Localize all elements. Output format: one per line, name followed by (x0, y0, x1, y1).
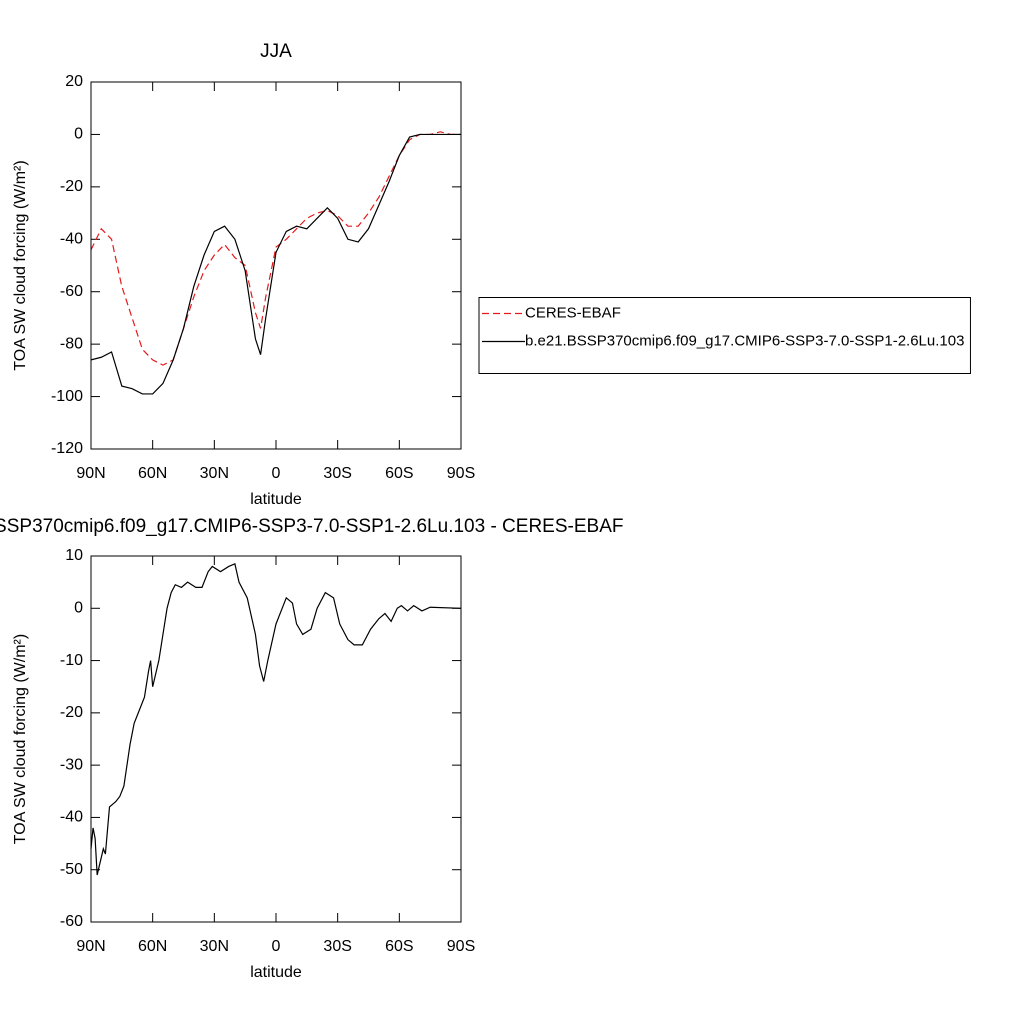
x-axis-label: latitude (250, 964, 302, 981)
y-tick-label: -60 (60, 283, 83, 300)
y-tick-label: -80 (60, 335, 83, 352)
x-tick-label: 60S (385, 465, 413, 482)
y-tick-label: 20 (65, 73, 83, 90)
x-tick-label: 0 (272, 938, 281, 955)
y-tick-label: -100 (51, 388, 83, 405)
y-axis-label: TOA SW cloud forcing (W/m²) (12, 634, 29, 844)
legend: CERES-EBAF b.e21.BSSP370cmip6.f09_g17.CMI… (478, 297, 971, 374)
y-tick-label: 10 (65, 547, 83, 564)
x-tick-label: 30S (323, 465, 351, 482)
plot: b.e21.BSSP370cmip6.f09_g17.CMIP6-SSP3-7.… (0, 516, 623, 981)
y-tick-label: 0 (74, 600, 83, 617)
y-tick-label: -120 (51, 440, 83, 457)
y-tick-label: 0 (74, 126, 83, 143)
legend-label: b.e21.BSSP370cmip6.f09_g17.CMIP6-SSP3-7.… (525, 332, 964, 349)
x-tick-label: 30N (200, 465, 229, 482)
plot: JJA latitude TOA SW cloud forcing (W/m²) -1… (12, 41, 971, 508)
y-tick-label: -10 (60, 652, 83, 669)
x-tick-label: 60N (138, 465, 167, 482)
chart-title: JJA (260, 41, 292, 62)
legend-box (478, 297, 971, 374)
plot-frame (90, 555, 462, 923)
chart-title: b.e21.BSSP370cmip6.f09_g17.CMIP6-SSP3-7.… (0, 516, 623, 537)
legend-label: CERES-EBAF (525, 304, 621, 321)
y-axis-label: TOA SW cloud forcing (W/m²) (12, 160, 29, 370)
x-tick-label: 30N (200, 938, 229, 955)
data-line (90, 133, 461, 395)
data-line (90, 131, 461, 366)
x-tick-label: 90N (76, 465, 105, 482)
x-tick-label: 30S (323, 938, 351, 955)
x-tick-label: 90N (76, 938, 105, 955)
plot-frame (90, 81, 462, 450)
y-tick-label: -20 (60, 178, 83, 195)
y-tick-label: -40 (60, 809, 83, 826)
y-tick-label: -30 (60, 756, 83, 773)
y-tick-label: -20 (60, 704, 83, 721)
x-tick-label: 60S (385, 938, 413, 955)
x-tick-label: 60N (138, 938, 167, 955)
y-tick-label: -60 (60, 913, 83, 930)
y-tick-label: -40 (60, 231, 83, 248)
x-tick-label: 90S (447, 465, 475, 482)
x-axis-label: latitude (250, 491, 302, 508)
x-tick-label: 90S (447, 938, 475, 955)
x-tick-label: 0 (272, 465, 281, 482)
y-tick-label: -50 (60, 861, 83, 878)
data-line (90, 563, 462, 876)
